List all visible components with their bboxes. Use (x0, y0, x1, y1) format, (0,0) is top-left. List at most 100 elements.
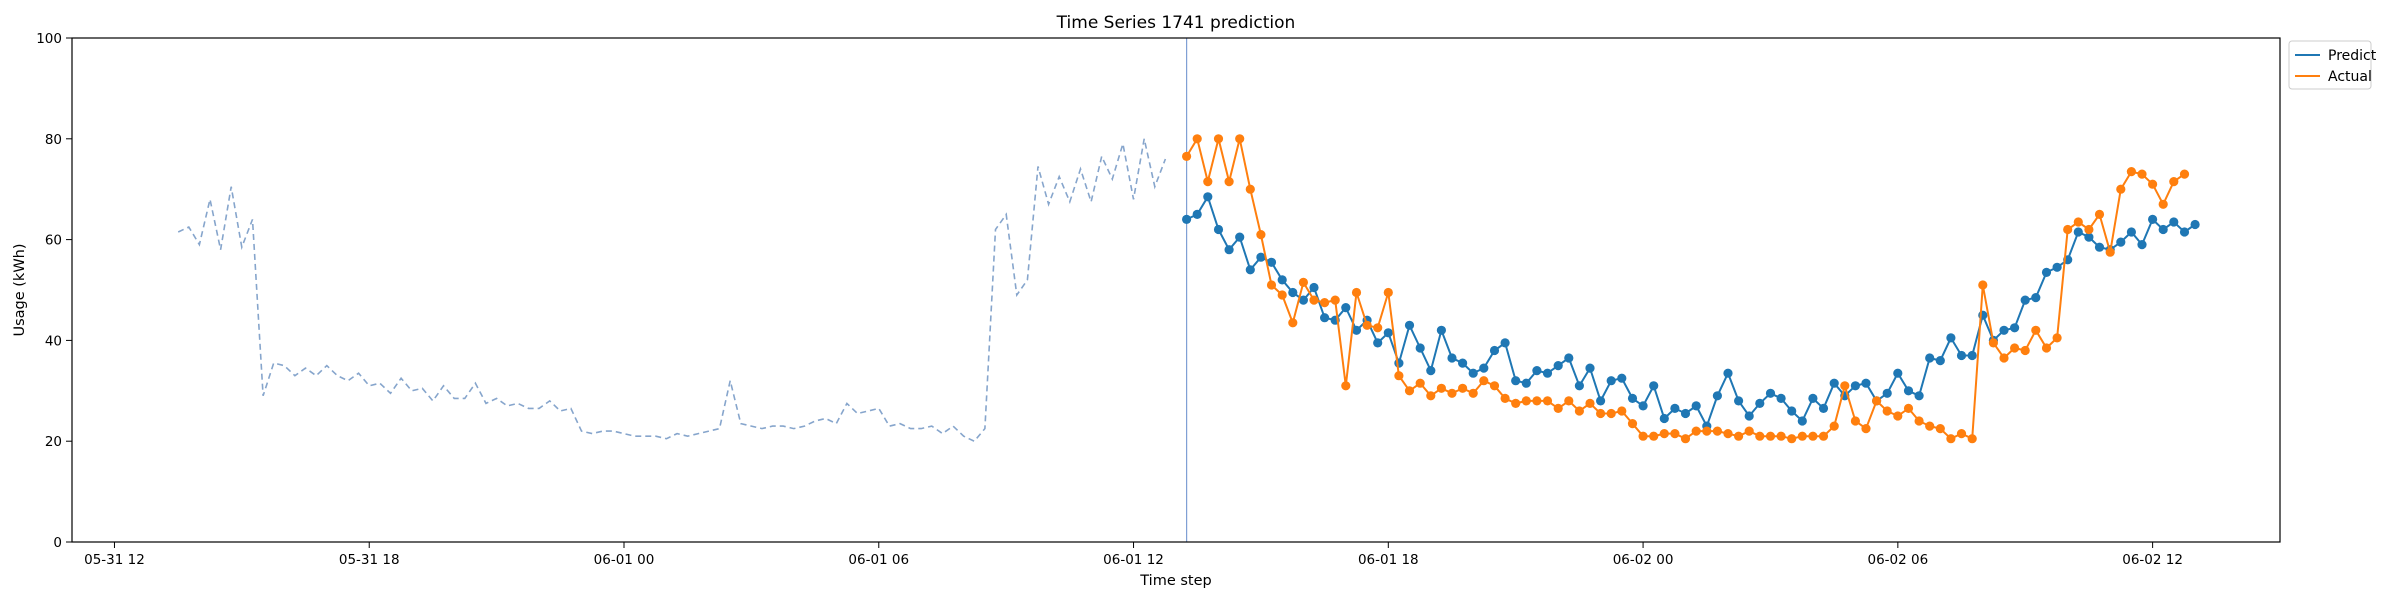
data-point-predict (1829, 378, 1839, 388)
data-point-actual (1744, 426, 1754, 436)
data-point-predict (2116, 237, 2126, 247)
data-point-actual (2169, 177, 2179, 187)
data-point-predict (1436, 325, 1446, 335)
data-point-actual (1808, 431, 1818, 441)
data-point-actual (1659, 429, 1669, 439)
data-point-predict (1850, 381, 1860, 391)
data-point-actual (1542, 396, 1553, 406)
data-point-predict (1256, 252, 1266, 262)
x-tick-label: 05-31 18 (339, 552, 400, 568)
data-point-predict (1797, 416, 1807, 426)
data-point-actual (2020, 345, 2030, 356)
data-point-predict (1245, 265, 1255, 275)
data-point-predict (1235, 232, 1245, 242)
data-point-actual (1818, 431, 1829, 441)
data-point-predict (1882, 388, 1892, 398)
data-point-actual (1489, 381, 1500, 391)
data-point-predict (1606, 376, 1616, 386)
data-point-actual (1935, 424, 1945, 434)
y-tick-label: 40 (45, 333, 62, 349)
y-tick-label: 20 (45, 434, 62, 450)
x-tick-label: 06-01 00 (594, 552, 655, 568)
x-tick-label: 06-01 06 (848, 552, 909, 568)
data-point-predict (1691, 401, 1701, 411)
data-point-predict (1553, 361, 1563, 371)
data-point-predict (1765, 388, 1776, 398)
data-point-predict (1818, 403, 1829, 413)
data-point-predict (1479, 363, 1489, 373)
data-point-predict (1298, 295, 1308, 305)
data-point-predict (1787, 406, 1797, 416)
data-point-actual (2094, 209, 2105, 219)
data-point-actual (2137, 169, 2147, 179)
data-point-actual (1702, 426, 1712, 436)
data-point-predict (1266, 257, 1277, 267)
data-point-predict (1521, 378, 1531, 388)
data-point-predict (1288, 287, 1298, 298)
data-point-predict (1320, 313, 1330, 323)
data-point-predict (1956, 350, 1967, 361)
data-point-actual (1903, 403, 1914, 413)
data-point-actual (1277, 290, 1287, 300)
data-point-predict (1394, 358, 1404, 368)
data-point-predict (1712, 391, 1722, 401)
data-point-actual (1320, 298, 1330, 308)
data-point-actual (1564, 396, 1574, 406)
data-point-predict (1404, 320, 1415, 330)
data-point-actual (1553, 403, 1563, 413)
data-point-predict (2073, 227, 2083, 237)
data-point-actual (1224, 177, 1234, 187)
data-point-predict (1564, 353, 1574, 363)
data-point-predict (1447, 353, 1457, 363)
data-point-predict (1649, 381, 1659, 391)
data-point-predict (2020, 295, 2030, 305)
data-point-actual (1797, 431, 1807, 441)
data-point-predict (1627, 393, 1638, 403)
data-point-actual (2179, 169, 2190, 179)
data-point-actual (1861, 424, 1871, 434)
data-point-actual (2052, 333, 2062, 343)
y-axis-label: Usage (kWh) (12, 243, 28, 336)
data-point-actual (1617, 406, 1627, 416)
data-point-predict (2158, 224, 2168, 235)
data-point-predict (2031, 293, 2041, 303)
data-point-predict (1861, 378, 1871, 388)
data-point-actual (1468, 388, 1478, 398)
data-point-actual (1946, 434, 1956, 444)
data-point-actual (1596, 408, 1606, 419)
data-point-actual (1330, 295, 1340, 305)
data-point-predict (1277, 275, 1287, 285)
data-point-actual (1458, 383, 1468, 393)
data-point-predict (1415, 343, 1425, 353)
data-point-actual (1872, 396, 1882, 406)
data-point-predict (1808, 393, 1818, 403)
data-point-actual (2063, 224, 2073, 235)
data-point-actual (2031, 325, 2041, 335)
data-point-predict (1755, 398, 1765, 408)
plot-area (177, 38, 2200, 542)
data-point-predict (1574, 381, 1584, 391)
data-point-actual (1680, 434, 1691, 444)
data-point-predict (1925, 353, 1935, 363)
data-point-actual (1776, 431, 1786, 441)
data-point-actual (1723, 429, 1733, 439)
data-point-actual (1298, 277, 1308, 287)
data-point-actual (1256, 230, 1266, 240)
data-point-actual (2041, 343, 2052, 353)
data-point-actual (1426, 391, 1436, 401)
data-point-predict (1776, 393, 1786, 403)
data-point-actual (1755, 431, 1765, 441)
data-point-actual (1787, 434, 1797, 444)
data-point-actual (1893, 411, 1903, 421)
data-point-predict (1585, 363, 1595, 373)
data-point-predict (1224, 245, 1234, 255)
data-point-predict (2041, 267, 2052, 277)
data-point-actual (1967, 434, 1977, 444)
y-tick-label: 80 (45, 132, 62, 148)
data-point-actual (1712, 426, 1722, 436)
x-tick-label: 06-02 06 (1867, 552, 1928, 568)
data-point-actual (1956, 429, 1967, 439)
data-point-predict (1935, 356, 1945, 366)
data-point-actual (1192, 134, 1202, 144)
